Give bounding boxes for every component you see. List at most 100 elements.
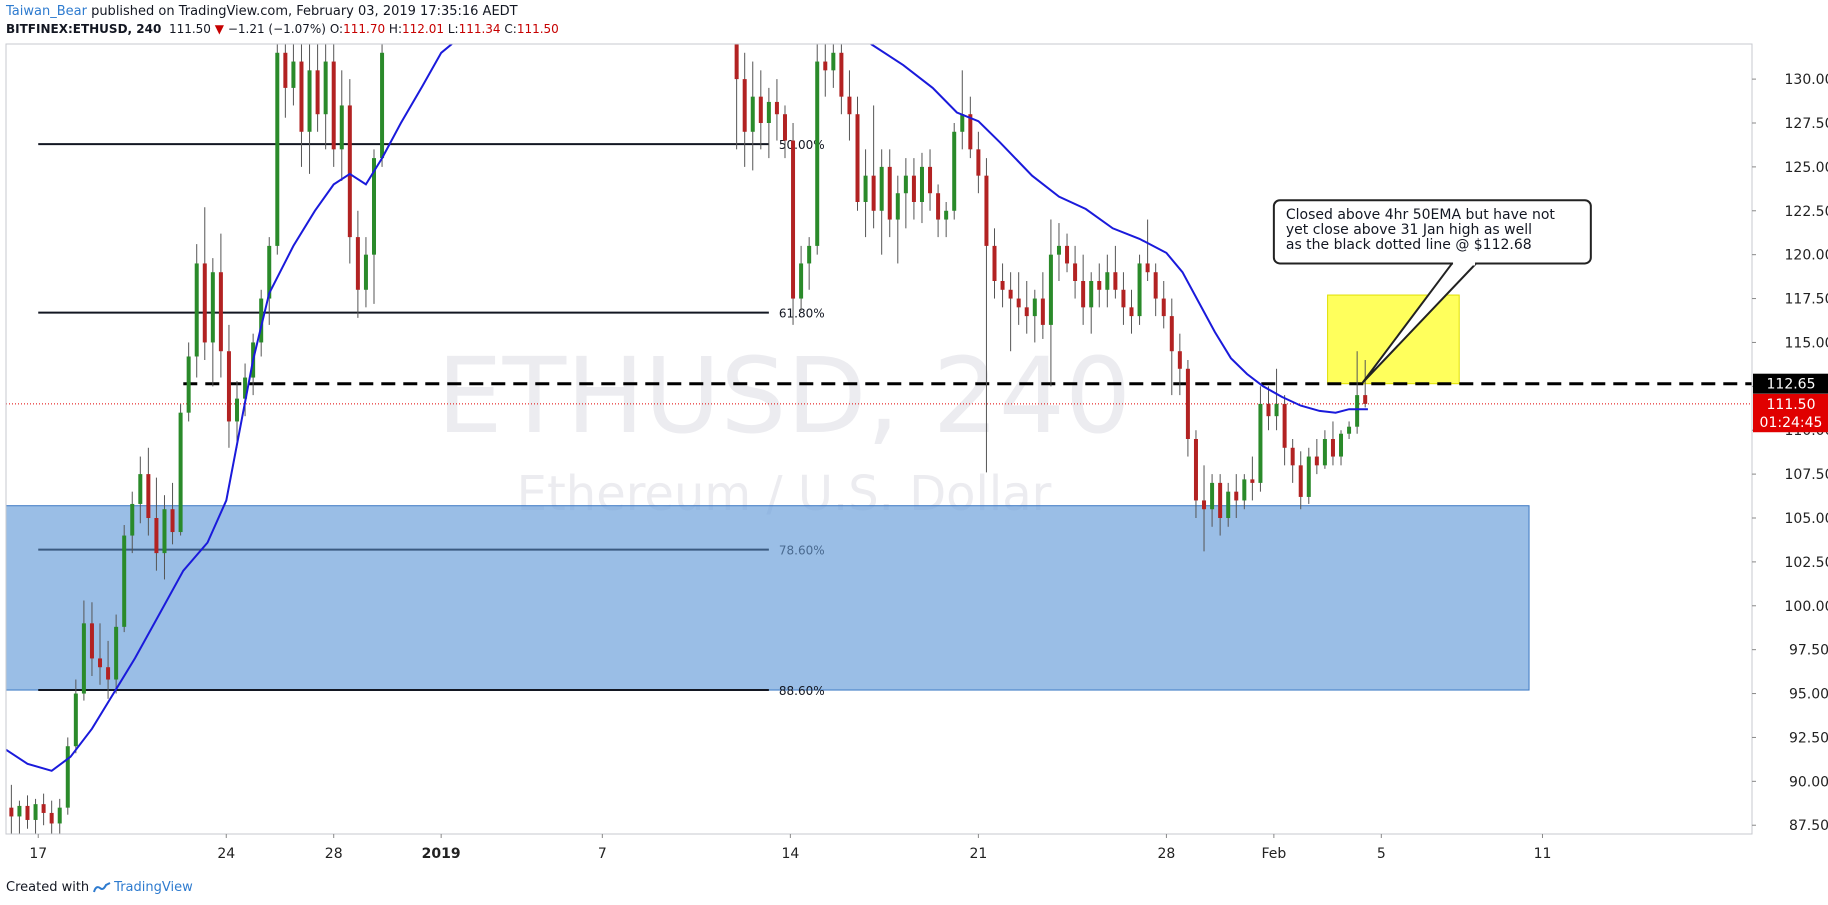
candle-body-79 — [992, 245, 997, 281]
candle-body-117 — [1298, 465, 1303, 497]
price-label-bg-0 — [1753, 373, 1828, 394]
candle-body-63 — [863, 175, 868, 202]
candle-body-94 — [1113, 272, 1118, 290]
candle-body-68 — [903, 175, 908, 194]
candle-body-72 — [936, 193, 941, 220]
candle-body-10 — [89, 623, 94, 659]
candle-body-67 — [895, 193, 900, 220]
y-tick-label-8: 107.50 — [1785, 467, 1828, 483]
candle-body-13 — [114, 626, 119, 680]
candle-body-49 — [750, 96, 755, 132]
candle-body-74 — [952, 131, 957, 211]
candle-body-96 — [1129, 307, 1134, 317]
candle-body-112 — [1258, 403, 1263, 483]
candle-body-108 — [1226, 491, 1231, 518]
candle-body-95 — [1121, 289, 1126, 308]
candle-body-84 — [1032, 298, 1037, 317]
publish-info: Taiwan_Bear published on TradingView.com… — [6, 4, 518, 20]
candle-body-52 — [774, 101, 779, 115]
x-tick-label-8: Feb — [1261, 846, 1286, 862]
fib-label-1: 61.80% — [779, 307, 825, 321]
candle-body-33 — [275, 52, 280, 246]
candle-body-35 — [291, 61, 296, 88]
down-arrow-icon: ▼ — [214, 22, 225, 36]
close-label: C: — [504, 22, 517, 36]
x-tick-label-0: 17 — [29, 846, 47, 862]
candle-body-21 — [178, 412, 183, 533]
candle-body-27 — [226, 351, 231, 422]
candle-body-87 — [1056, 245, 1061, 255]
open-label: O: — [329, 22, 344, 36]
candle-body-5 — [49, 812, 54, 824]
tradingview-link[interactable]: TradingView — [114, 880, 193, 895]
price-axis[interactable]: 87.50 90.00 92.50 95.00 97.50 100.00 102.50 105… — [1752, 72, 1828, 834]
x-tick-label-6: 21 — [969, 846, 987, 862]
candle-body-26 — [218, 272, 223, 352]
candle-body-121 — [1330, 439, 1335, 457]
candle-body-0 — [9, 807, 14, 817]
candle-body-73 — [944, 210, 949, 220]
candles — [9, 44, 1368, 834]
candle-body-39 — [323, 61, 328, 115]
candle-body-90 — [1081, 281, 1086, 308]
y-tick-label-15: 125.00 — [1785, 160, 1828, 176]
candle-body-19 — [162, 509, 167, 554]
candle-body-75 — [960, 114, 965, 132]
author-link[interactable]: Taiwan_Bear — [6, 4, 87, 19]
candle-body-2 — [25, 805, 30, 820]
zone-rect — [6, 505, 1530, 691]
y-tick-label-1: 90.00 — [1789, 774, 1828, 790]
high-value: 112.01 — [402, 22, 444, 36]
candle-body-28 — [235, 398, 240, 422]
candle-body-37 — [307, 70, 312, 132]
candle-body-50 — [758, 96, 763, 123]
fib-label-3: 88.60% — [779, 684, 825, 698]
candle-body-36 — [299, 61, 304, 132]
x-tick-label-1: 24 — [217, 846, 235, 862]
candle-body-81 — [1008, 289, 1013, 299]
price-label-bg-2 — [1753, 412, 1828, 433]
candle-body-101 — [1169, 316, 1174, 352]
published-text: published on TradingView.com, February 0… — [86, 4, 518, 19]
candle-body-77 — [976, 149, 981, 176]
candle-body-34 — [283, 52, 288, 88]
y-tick-label-2: 92.50 — [1789, 730, 1828, 746]
candle-body-93 — [1105, 272, 1110, 290]
y-tick-label-4: 97.50 — [1789, 643, 1828, 659]
price-label-text-2: 01:24:45 — [1760, 415, 1823, 431]
candle-body-99 — [1153, 272, 1158, 299]
open-value: 111.70 — [343, 22, 386, 36]
candle-body-16 — [138, 474, 143, 504]
candle-body-85 — [1040, 298, 1045, 325]
candle-body-70 — [919, 166, 924, 202]
candle-body-103 — [1185, 368, 1190, 439]
candle-body-98 — [1145, 263, 1150, 273]
candle-body-47 — [734, 44, 739, 80]
candle-body-23 — [194, 263, 199, 357]
candle-body-8 — [73, 693, 78, 747]
candle-body-124 — [1355, 395, 1360, 427]
x-tick-label-7: 28 — [1158, 846, 1176, 862]
candle-body-53 — [782, 114, 787, 141]
callout-joint — [1453, 260, 1476, 266]
candle-body-109 — [1234, 491, 1239, 501]
fibonacci-levels: 50.00% 61.80% 78.60% 88.60% — [38, 138, 825, 698]
candle-body-105 — [1202, 500, 1207, 510]
candle-body-46 — [380, 52, 385, 159]
price-label-bg-1 — [1753, 393, 1828, 414]
demand-zone — [6, 505, 1530, 691]
candle-body-111 — [1250, 479, 1255, 483]
time-axis[interactable]: 17 24 28 2019 7 14 21 28 Feb 5 11 — [29, 834, 1551, 862]
chart-frame — [5, 43, 1753, 835]
candle-body-119 — [1314, 456, 1319, 466]
candle-body-4 — [41, 804, 46, 813]
candle-body-123 — [1347, 426, 1352, 434]
candle-body-107 — [1218, 482, 1223, 518]
candle-body-89 — [1073, 263, 1078, 281]
price-label-text-1: 111.50 — [1767, 397, 1816, 413]
candle-body-48 — [742, 79, 747, 132]
candle-body-122 — [1339, 433, 1344, 457]
